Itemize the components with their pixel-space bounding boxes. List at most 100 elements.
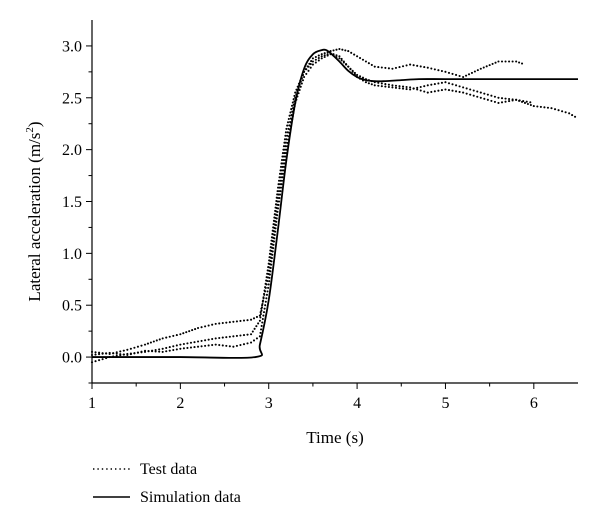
test-data-point	[504, 60, 507, 63]
test-data-point	[277, 207, 280, 210]
test-data-point	[353, 53, 356, 56]
test-data-point	[370, 63, 373, 66]
test-data-point	[508, 60, 511, 63]
test-data-point	[221, 336, 224, 339]
test-data-point	[140, 344, 143, 347]
test-data-point	[440, 89, 443, 92]
test-data-point	[98, 353, 101, 356]
test-data-point	[338, 55, 341, 58]
test-data-point	[250, 318, 253, 321]
test-data-point	[419, 89, 422, 92]
test-data-point	[430, 67, 433, 70]
test-data-point	[470, 71, 474, 74]
test-data-point	[262, 314, 265, 317]
test-data-point	[280, 179, 284, 182]
test-data-point	[278, 183, 282, 186]
test-data-point	[272, 226, 275, 229]
test-data-point	[264, 286, 267, 289]
test-data-point	[317, 54, 320, 57]
test-data-point	[161, 350, 164, 353]
test-data-point	[384, 66, 387, 69]
test-data-point	[307, 65, 310, 68]
test-data-point	[218, 336, 221, 340]
test-data-point	[320, 57, 323, 60]
test-data-point	[493, 95, 496, 98]
test-data-point	[340, 59, 343, 62]
test-data-point	[115, 352, 118, 355]
y-axis-title-main: Lateral acceleration (m/s	[25, 133, 44, 302]
test-data-point	[279, 176, 283, 179]
test-data-point	[279, 186, 283, 189]
test-data-point	[269, 270, 272, 273]
test-data-point	[341, 48, 344, 51]
test-data-point	[277, 186, 280, 189]
test-data-point	[416, 64, 419, 67]
test-data-point	[255, 315, 258, 319]
test-data-point	[191, 329, 194, 332]
test-data-point	[119, 350, 122, 353]
test-data-point	[119, 353, 122, 356]
test-data-point	[225, 344, 228, 347]
test-data-point	[122, 349, 125, 352]
test-data-point	[483, 92, 486, 95]
test-data-point	[380, 66, 383, 69]
test-data-point	[426, 91, 429, 94]
test-data-point	[473, 70, 476, 73]
test-data-point	[126, 353, 129, 357]
legend-test-data-label: Test data	[140, 461, 197, 478]
test-data-point	[207, 344, 210, 347]
test-data-point	[165, 336, 168, 339]
test-data-point	[221, 322, 224, 325]
test-data-point	[259, 313, 262, 316]
test-data-point	[377, 81, 380, 84]
test-data-point	[455, 84, 458, 87]
test-data-point	[561, 110, 564, 113]
test-data-point	[115, 351, 118, 354]
test-data-point	[515, 60, 518, 63]
test-data-point	[143, 343, 147, 346]
test-data-point	[447, 82, 451, 85]
test-data-point	[433, 68, 436, 71]
test-data-point	[486, 93, 489, 96]
test-data-point	[207, 324, 210, 327]
test-data-point	[293, 94, 296, 97]
test-data-point	[497, 60, 500, 63]
test-data-point	[147, 350, 150, 353]
test-data-point	[283, 138, 286, 141]
test-data-point	[574, 115, 577, 118]
test-data-point	[280, 172, 283, 175]
test-data-point	[232, 320, 235, 323]
test-data-point	[263, 307, 266, 310]
test-data-point	[504, 100, 507, 103]
test-data-point	[476, 95, 479, 98]
test-data-point	[314, 58, 317, 61]
test-data-point	[320, 53, 323, 56]
test-data-point	[490, 94, 493, 97]
test-data-point	[263, 292, 266, 295]
test-data-point	[255, 337, 258, 340]
test-data-point	[387, 85, 390, 89]
test-data-point	[469, 93, 472, 96]
test-data-point	[260, 309, 263, 312]
test-data-point	[101, 358, 104, 361]
test-data-point	[193, 341, 196, 344]
test-data-point	[458, 85, 461, 88]
test-data-point	[282, 165, 286, 168]
test-data-point	[444, 88, 447, 91]
test-data-point	[265, 293, 269, 296]
test-data-point	[557, 109, 560, 112]
test-data-point	[274, 227, 277, 230]
axes	[91, 20, 578, 384]
plot-area	[90, 47, 578, 364]
test-data-point	[250, 333, 253, 336]
test-data-point	[228, 321, 231, 324]
test-data-point	[274, 206, 277, 209]
test-data-point	[283, 152, 286, 155]
test-data-point	[546, 106, 550, 109]
test-data-point	[423, 66, 426, 69]
test-data-point	[232, 345, 235, 348]
test-data-point	[451, 89, 454, 92]
test-data-point	[361, 58, 365, 61]
test-data-point	[377, 66, 380, 69]
test-data-point	[564, 111, 567, 114]
